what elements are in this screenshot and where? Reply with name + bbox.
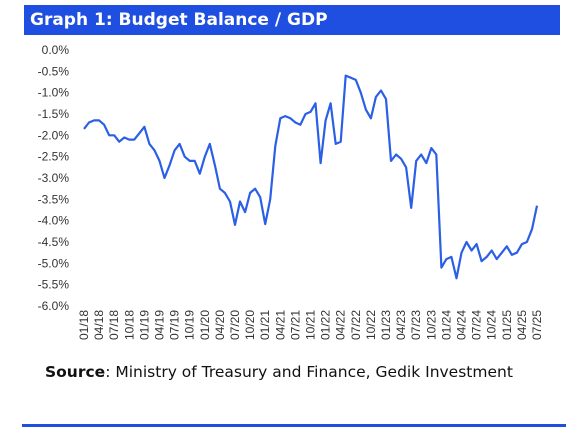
source-label: Source — [45, 363, 106, 381]
y-tick-label: -5.5% — [38, 278, 70, 292]
y-tick-label: -0.5% — [38, 64, 70, 78]
chart-title: Graph 1: Budget Balance / GDP — [24, 5, 560, 35]
x-tick-label: 07/21 — [288, 310, 302, 340]
x-tick-label: 10/20 — [243, 310, 257, 340]
x-tick-label: 07/25 — [530, 310, 544, 340]
x-tick-label: 01/22 — [319, 310, 333, 340]
x-tick-label: 01/25 — [500, 310, 514, 340]
y-tick-label: -4.0% — [38, 214, 70, 228]
x-tick-label: 10/23 — [424, 310, 438, 340]
bottom-divider — [22, 424, 566, 427]
x-tick-label: 10/24 — [485, 310, 499, 340]
x-tick-label: 01/23 — [379, 310, 393, 340]
x-tick-label: 10/18 — [122, 310, 136, 340]
x-tick-label: 04/25 — [515, 310, 529, 340]
y-tick-label: -4.5% — [38, 235, 70, 249]
x-tick-label: 10/21 — [304, 310, 318, 340]
x-tick-label: 04/20 — [213, 310, 227, 340]
series-line-budget-balance — [83, 74, 539, 280]
y-tick-label: -3.0% — [38, 171, 70, 185]
y-tick-label: -6.0% — [38, 299, 70, 313]
x-tick-label: 04/21 — [273, 310, 287, 340]
x-tick-label: 01/20 — [198, 310, 212, 340]
x-tick-label: 07/19 — [168, 310, 182, 340]
y-axis: 0.0% -0.5% -1.0% -1.5% -2.0% -2.5% -3.0% -3.5% -… — [38, 43, 70, 313]
y-tick-label: -3.5% — [38, 192, 70, 206]
plot-area — [83, 74, 539, 280]
x-tick-label: 04/18 — [92, 310, 106, 340]
x-tick-label: 04/24 — [455, 310, 469, 340]
y-tick-label: -1.0% — [38, 86, 70, 100]
source-text: : Ministry of Treasury and Finance, Gedi… — [105, 363, 513, 381]
y-tick-label: -5.0% — [38, 256, 70, 270]
y-tick-label: 0.0% — [42, 43, 70, 57]
source-note: Source: Ministry of Treasury and Finance… — [45, 363, 513, 381]
x-tick-label: 01/24 — [439, 310, 453, 340]
x-tick-label: 04/19 — [153, 310, 167, 340]
x-tick-label: 07/20 — [228, 310, 242, 340]
x-tick-label: 01/18 — [77, 310, 91, 340]
x-tick-label: 04/23 — [394, 310, 408, 340]
x-tick-label: 04/22 — [334, 310, 348, 340]
budget-balance-chart: 0.0% -0.5% -1.0% -1.5% -2.0% -2.5% -3.0% -3.5% -… — [38, 43, 544, 340]
x-tick-label: 07/22 — [349, 310, 363, 340]
x-tick-label: 07/23 — [409, 310, 423, 340]
x-tick-label: 07/24 — [470, 310, 484, 340]
x-tick-label: 07/18 — [107, 310, 121, 340]
x-tick-label: 01/21 — [258, 310, 272, 340]
y-tick-label: -1.5% — [38, 107, 70, 121]
x-tick-label: 10/22 — [364, 310, 378, 340]
x-tick-label: 10/19 — [183, 310, 197, 340]
y-tick-label: -2.5% — [38, 150, 70, 164]
x-axis: 01/18 04/18 07/18 10/18 01/19 04/19 07/19 10/19… — [77, 310, 544, 340]
x-tick-label: 01/19 — [137, 310, 151, 340]
y-tick-label: -2.0% — [38, 128, 70, 142]
